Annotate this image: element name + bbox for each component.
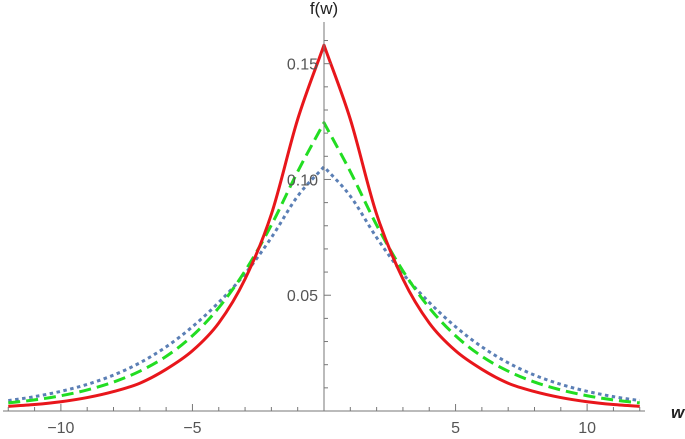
x-axis-title: w	[671, 403, 685, 422]
y-tick-label: 0.15	[287, 57, 318, 74]
x-tick-label: −10	[47, 420, 74, 437]
y-tick-label: 0.05	[287, 288, 318, 305]
y-axis-title: f(w)	[310, 0, 338, 18]
ticks-layer: −10 −5 5 10 0.05 0.10 0.15	[7, 40, 641, 437]
x-tick-label: 5	[451, 420, 460, 437]
y-tick-label: 0.10	[287, 172, 318, 189]
x-tick-label: 10	[578, 420, 596, 437]
x-tick-label: −5	[183, 420, 201, 437]
axes-layer	[3, 22, 645, 412]
